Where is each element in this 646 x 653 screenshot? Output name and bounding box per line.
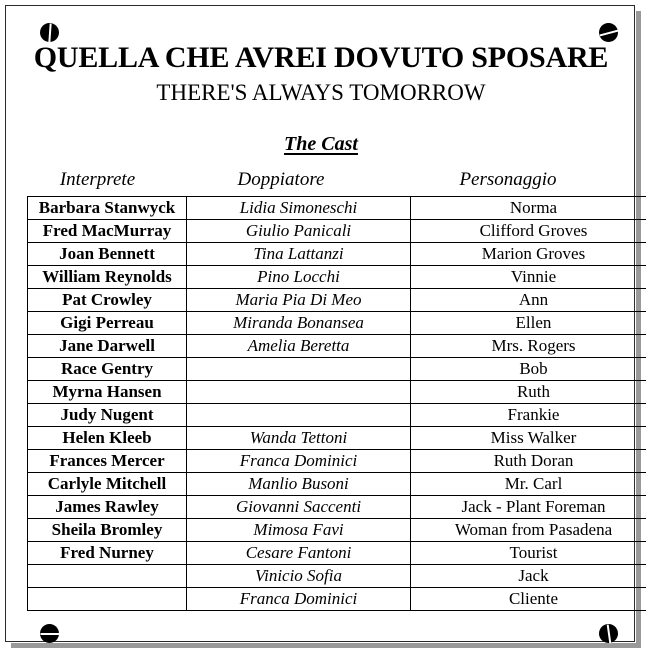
cell-interprete: James Rawley: [27, 495, 187, 519]
cell-interprete: Fred MacMurray: [27, 219, 187, 243]
cell-doppiatore: Cesare Fantoni: [186, 541, 411, 565]
screw-icon-bottom-right: [599, 623, 618, 644]
cell-interprete: Frances Mercer: [27, 449, 187, 473]
cell-doppiatore: Miranda Bonansea: [186, 311, 411, 335]
screw-slot: [47, 22, 52, 43]
cell-personaggio: Tourist: [410, 541, 646, 565]
table-row: Judy Nugent Frankie: [27, 403, 646, 427]
cell-personaggio: Ann: [410, 288, 646, 312]
cell-doppiatore: Franca Dominici: [186, 587, 411, 611]
cell-interprete: [27, 564, 187, 588]
cell-personaggio: Frankie: [410, 403, 646, 427]
cell-personaggio: Bob: [410, 357, 646, 381]
cell-interprete: Barbara Stanwyck: [27, 196, 187, 220]
cell-personaggio: Mr. Carl: [410, 472, 646, 496]
cell-doppiatore: Pino Locchi: [186, 265, 411, 289]
table-row: Joan Bennett Tina Lattanzi Marion Groves: [27, 242, 646, 266]
cast-heading-label: The Cast: [284, 133, 358, 155]
table-row: Jane Darwell Amelia Beretta Mrs. Rogers: [27, 334, 646, 358]
cell-doppiatore: [186, 403, 411, 427]
cell-doppiatore: Giovanni Saccenti: [186, 495, 411, 519]
table-row: Carlyle Mitchell Manlio Busoni Mr. Carl: [27, 472, 646, 496]
table-row: Sheila Bromley Mimosa Favi Woman from Pasa…: [27, 518, 646, 542]
page-subtitle: THERE'S ALWAYS TOMORROW: [156, 80, 486, 105]
cell-interprete: Joan Bennett: [27, 242, 187, 266]
column-header-personaggio: Personaggio: [459, 169, 557, 190]
cell-interprete: Carlyle Mitchell: [27, 472, 187, 496]
column-header-doppiatore: Doppiatore: [237, 169, 325, 190]
cell-personaggio: Ruth: [410, 380, 646, 404]
screw-slot: [599, 29, 618, 36]
table-row: Vinicio Sofia Jack: [27, 564, 646, 588]
cell-personaggio: Norma: [410, 196, 646, 220]
cast-poster: QUELLA CHE AVREI DOVUTO SPOSARE THERE'S …: [5, 5, 646, 644]
table-column-headers: Interprete Doppiatore Personaggio: [22, 169, 627, 191]
cell-doppiatore: Manlio Busoni: [186, 472, 411, 496]
table-row: James Rawley Giovanni Saccenti Jack - Plan…: [27, 495, 646, 519]
cell-personaggio: Cliente: [410, 587, 646, 611]
cell-interprete: Judy Nugent: [27, 403, 187, 427]
cell-doppiatore: Franca Dominici: [186, 449, 411, 473]
screw-icon-top-right: [599, 23, 618, 42]
cell-interprete: William Reynolds: [27, 265, 187, 289]
table-row: William Reynolds Pino Locchi Vinnie: [27, 265, 646, 289]
table-row: Fred Nurney Cesare Fantoni Tourist: [27, 541, 646, 565]
cell-interprete: Helen Kleeb: [27, 426, 187, 450]
table-row: Race Gentry Bob: [27, 357, 646, 381]
cell-personaggio: Jack - Plant Foreman: [410, 495, 646, 519]
cell-doppiatore: Amelia Beretta: [186, 334, 411, 358]
column-header-interprete: Interprete: [59, 169, 136, 190]
table-row: Barbara Stanwyck Lidia Simoneschi Norma: [27, 196, 646, 220]
table-row: Frances Mercer Franca Dominici Ruth Doran: [27, 449, 646, 473]
screw-icon-bottom-left: [40, 624, 59, 643]
cell-doppiatore: Vinicio Sofia: [186, 564, 411, 588]
cell-doppiatore: [186, 380, 411, 404]
cast-heading: The Cast: [6, 133, 636, 156]
table-row: Gigi Perreau Miranda Bonansea Ellen: [27, 311, 646, 335]
table-row: Pat Crowley Maria Pia Di Meo Ann: [27, 288, 646, 312]
cell-doppiatore: Tina Lattanzi: [186, 242, 411, 266]
cell-interprete: Gigi Perreau: [27, 311, 187, 335]
cell-personaggio: Ruth Doran: [410, 449, 646, 473]
cell-personaggio: Jack: [410, 564, 646, 588]
table-row: Myrna Hansen Ruth: [27, 380, 646, 404]
cell-personaggio: Woman from Pasadena: [410, 518, 646, 542]
cell-personaggio: Clifford Groves: [410, 219, 646, 243]
cell-interprete: [27, 587, 187, 611]
cell-doppiatore: Giulio Panicali: [186, 219, 411, 243]
table-row: Fred MacMurray Giulio Panicali Clifford Gr…: [27, 219, 646, 243]
screw-slot: [606, 623, 611, 644]
cell-interprete: Sheila Bromley: [27, 518, 187, 542]
cell-interprete: Pat Crowley: [27, 288, 187, 312]
cast-table: Barbara Stanwyck Lidia Simoneschi Norma Fre…: [27, 196, 646, 611]
screw-slot: [40, 632, 59, 635]
cast-table-body: Barbara Stanwyck Lidia Simoneschi Norma Fre…: [27, 196, 646, 611]
cell-personaggio: Miss Walker: [410, 426, 646, 450]
cell-personaggio: Vinnie: [410, 265, 646, 289]
cell-doppiatore: Lidia Simoneschi: [186, 196, 411, 220]
cell-personaggio: Ellen: [410, 311, 646, 335]
cell-personaggio: Marion Groves: [410, 242, 646, 266]
poster-shadow-bottom: [11, 643, 641, 648]
cell-interprete: Race Gentry: [27, 357, 187, 381]
cell-interprete: Jane Darwell: [27, 334, 187, 358]
cell-doppiatore: [186, 357, 411, 381]
cell-doppiatore: Wanda Tettoni: [186, 426, 411, 450]
screw-icon-top-left: [40, 22, 59, 43]
table-row: Franca Dominici Cliente: [27, 587, 646, 611]
cell-personaggio: Mrs. Rogers: [410, 334, 646, 358]
table-row: Helen Kleeb Wanda Tettoni Miss Walker: [27, 426, 646, 450]
cell-interprete: Fred Nurney: [27, 541, 187, 565]
cell-doppiatore: Maria Pia Di Meo: [186, 288, 411, 312]
page-title: QUELLA CHE AVREI DOVUTO SPOSARE: [33, 41, 609, 74]
cell-doppiatore: Mimosa Favi: [186, 518, 411, 542]
cell-interprete: Myrna Hansen: [27, 380, 187, 404]
